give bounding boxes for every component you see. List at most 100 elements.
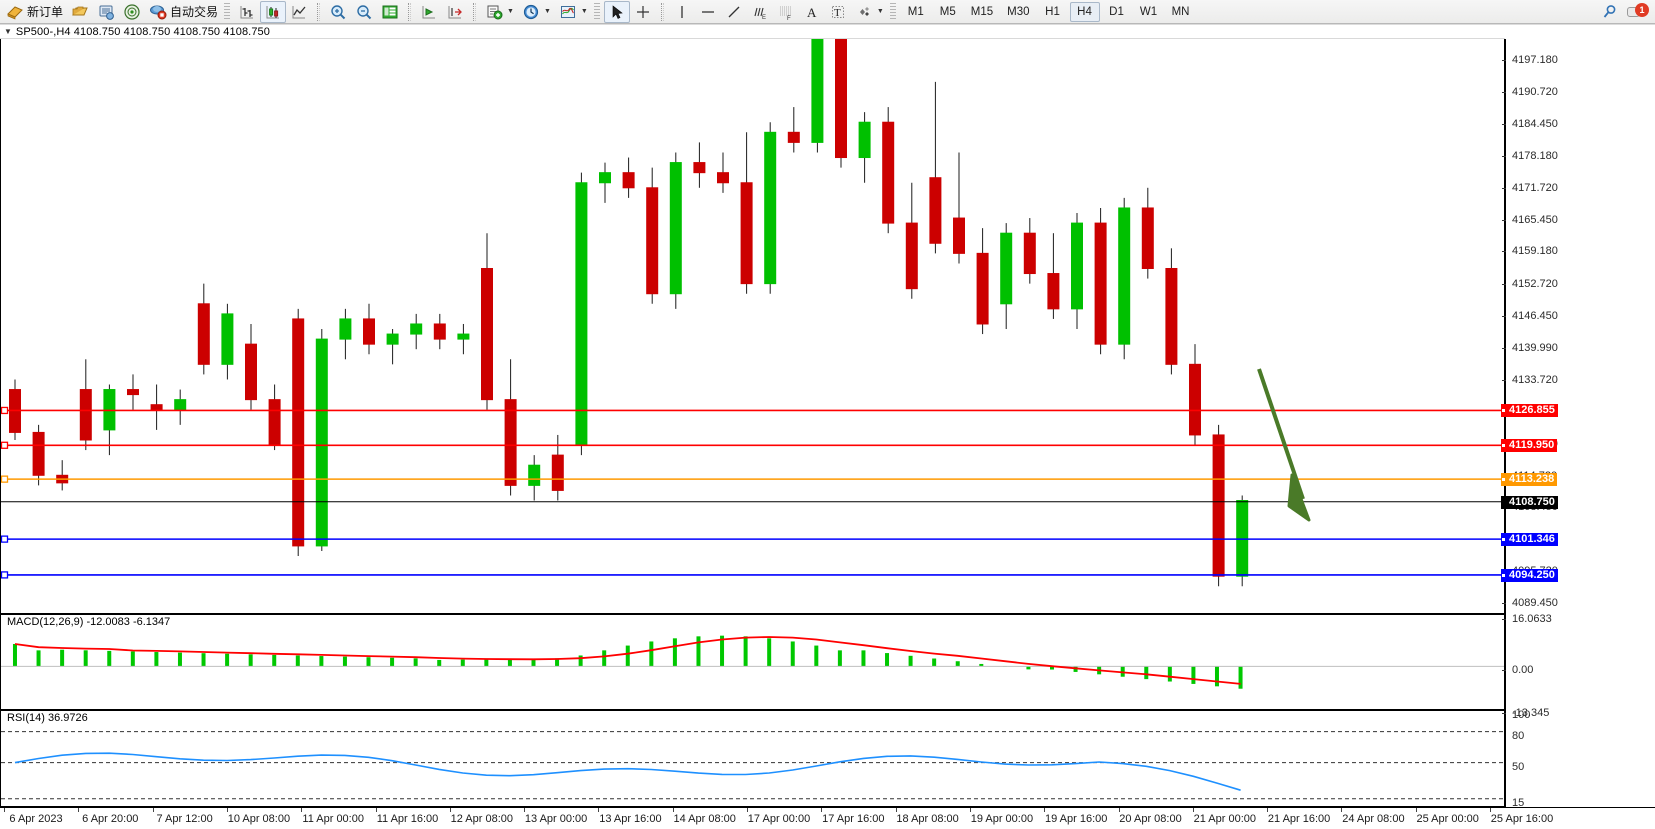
chart-shift-icon: [420, 3, 438, 21]
folder-button[interactable]: [67, 1, 93, 23]
text-button[interactable]: A: [799, 1, 825, 23]
timeframe-h4[interactable]: H4: [1069, 1, 1100, 22]
period-button[interactable]: ▼: [518, 1, 555, 23]
time-tick-label: 10 Apr 08:00: [227, 813, 291, 825]
time-gridline: [4, 808, 5, 812]
new-order-button[interactable]: 新订单: [2, 1, 67, 23]
macd-series: [1, 635, 1504, 689]
time-tick-label: 19 Apr 16:00: [1044, 813, 1108, 825]
macd-pane[interactable]: MACD(12,26,9) -12.0083 -6.1347: [0, 614, 1505, 710]
timeframe-d1[interactable]: D1: [1109, 5, 1124, 18]
add-indicator-button[interactable]: ▼: [481, 1, 518, 23]
price-level-handle[interactable]: [1501, 537, 1506, 543]
timeframe-mn[interactable]: MN: [1171, 5, 1190, 18]
horizontal-line-button[interactable]: [695, 1, 721, 23]
time-gridline: [78, 808, 80, 812]
price-level-label-resistance-line[interactable]: 4126.855: [1501, 404, 1558, 418]
terminal-button[interactable]: [93, 1, 119, 23]
time-tick-label: 7 Apr 12:00: [156, 813, 213, 825]
folder-icon: [71, 3, 89, 21]
chart-menu-caret-icon[interactable]: ▼: [4, 27, 12, 36]
line-chart-button[interactable]: [286, 1, 312, 23]
time-tick-label: 19 Apr 00:00: [970, 813, 1034, 825]
price-level-label-target-line[interactable]: 4094.250: [1501, 568, 1558, 582]
rsi-plot[interactable]: [1, 711, 1504, 806]
price-level-handle[interactable]: [1501, 443, 1506, 449]
time-gridline: [1490, 808, 1491, 812]
elliott-wave-button[interactable]: E: [747, 1, 773, 23]
price-pane[interactable]: [0, 39, 1505, 614]
templates-icon: [559, 3, 577, 21]
chart-title-bar: ▼ SP500-,H4 4108.750 4108.750 4108.750 4…: [0, 25, 1505, 39]
objects-button[interactable]: ▼: [851, 1, 888, 23]
bar-chart-icon: [238, 3, 256, 21]
chart-shift-button[interactable]: [416, 1, 442, 23]
zoom-out-button[interactable]: [351, 1, 377, 23]
rsi-series: [1, 731, 1504, 800]
price-plot[interactable]: [1, 39, 1504, 613]
navigator-button[interactable]: [119, 1, 145, 23]
auto-trading-label: 自动交易: [170, 5, 219, 19]
price-level-handle[interactable]: [1501, 572, 1506, 578]
time-gridline: [1341, 808, 1343, 812]
period-dropdown-arrow[interactable]: ▼: [543, 8, 551, 15]
time-axis[interactable]: 6 Apr 2023 6 Apr 20:00 7 Apr 12:00 10 Apr 0…: [0, 807, 1655, 829]
timeframe-w1[interactable]: W1: [1139, 5, 1158, 18]
time-gridline: [969, 808, 971, 812]
price-level-handle[interactable]: [1501, 477, 1506, 483]
time-tick-label: 17 Apr 16:00: [822, 813, 885, 825]
timeframe-group: M1 M5 M15 M30 H1 H4 D1 W1 MN: [900, 1, 1197, 22]
toolbar-grip-charts[interactable]: [224, 2, 231, 21]
time-gridline: [152, 808, 154, 812]
toolbar-separator-2: [408, 2, 412, 21]
timeframe-m5[interactable]: M5: [939, 5, 956, 18]
timeframe-h1[interactable]: H1: [1045, 5, 1060, 18]
timeframe-m1[interactable]: M1: [907, 5, 924, 18]
toolbar-grip-timeframes[interactable]: [889, 2, 896, 21]
text-icon: A: [803, 3, 821, 21]
time-tick-label: 21 Apr 00:00: [1193, 813, 1256, 825]
price-level-label-target-line[interactable]: 4101.346: [1501, 533, 1558, 547]
notification-badge[interactable]: 1: [1627, 2, 1649, 21]
time-tick-label: 20 Apr 08:00: [1119, 813, 1182, 825]
price-level-label-entry-line[interactable]: 4113.238: [1501, 473, 1558, 487]
time-tick-label: 17 Apr 00:00: [747, 813, 811, 825]
candlestick-chart-button[interactable]: [260, 0, 287, 23]
auto-trading-button[interactable]: 自动交易: [145, 1, 222, 23]
cursor-button[interactable]: [603, 0, 630, 23]
time-tick-label: 11 Apr 16:00: [376, 813, 439, 825]
macd-plot[interactable]: [1, 615, 1504, 709]
timeframe-m30[interactable]: M30: [1007, 5, 1030, 18]
search-button[interactable]: [1597, 1, 1623, 23]
timeframe-m15[interactable]: M15: [970, 5, 994, 18]
time-gridline: [1267, 808, 1269, 812]
price-level-label-current-price-line[interactable]: 4108.750: [1501, 495, 1558, 509]
templates-dropdown-arrow[interactable]: ▼: [580, 8, 588, 15]
zoom-out-icon: [355, 3, 373, 21]
price-axis[interactable]: 4197.180 4190.720 4184.450 4178.180 4171.720…: [1501, 39, 1655, 808]
toolbar-grip-draw[interactable]: [593, 2, 600, 21]
rsi-pane[interactable]: RSI(14) 36.9726: [0, 710, 1505, 807]
chart-autoscroll-button[interactable]: [442, 1, 468, 23]
fibonacci-button[interactable]: F: [773, 1, 799, 23]
objects-dropdown-arrow[interactable]: ▼: [876, 8, 884, 15]
bar-chart-button[interactable]: [234, 1, 260, 23]
data-window-button[interactable]: [377, 1, 403, 23]
notifications-button[interactable]: 1: [1623, 1, 1653, 23]
period-clock-icon: [522, 3, 540, 21]
price-level-label-resistance-line[interactable]: 4119.950: [1501, 439, 1558, 453]
auto-trading-icon: [149, 3, 167, 21]
templates-button[interactable]: ▼: [555, 1, 592, 23]
price-level-value: 4113.238: [1509, 473, 1555, 486]
crosshair-button[interactable]: [630, 1, 656, 23]
data-window-icon: [381, 3, 399, 21]
trendline-button[interactable]: [721, 1, 747, 23]
price-level-handle[interactable]: [1501, 408, 1506, 414]
price-candles: [1, 39, 1504, 587]
fibonacci-icon: F: [777, 3, 795, 22]
toolbar-separator-3: [473, 2, 477, 21]
vertical-line-button[interactable]: [669, 1, 695, 23]
zoom-in-button[interactable]: [325, 1, 351, 23]
add-indicator-dropdown-arrow[interactable]: ▼: [507, 8, 514, 15]
label-button[interactable]: T: [825, 1, 851, 23]
